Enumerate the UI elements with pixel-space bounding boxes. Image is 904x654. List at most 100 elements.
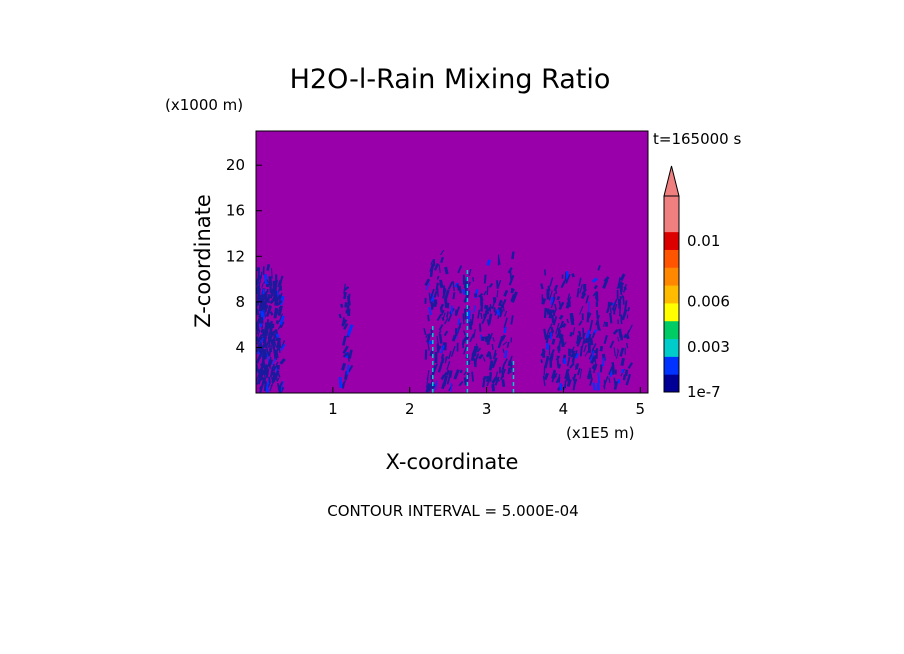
rain-streak xyxy=(435,282,439,291)
rain-streak xyxy=(258,370,265,378)
rain-streak xyxy=(425,283,430,291)
rain-streak xyxy=(425,334,429,338)
rain-streak xyxy=(478,323,482,332)
rain-streak xyxy=(268,364,272,369)
rain-streak xyxy=(583,344,587,353)
rain-streak xyxy=(477,292,484,298)
rain-streak xyxy=(428,292,431,304)
rain-streak xyxy=(603,321,606,328)
rain-streak xyxy=(597,265,601,271)
rain-streak xyxy=(266,264,271,271)
rain-streak xyxy=(278,313,283,323)
rain-streak xyxy=(343,283,346,294)
rain-streak xyxy=(561,323,567,328)
rain-streak xyxy=(453,369,460,380)
rain-streak xyxy=(572,327,576,336)
rain-streak xyxy=(550,326,555,333)
rain-streak xyxy=(602,279,609,289)
rain-streak xyxy=(581,288,587,296)
rain-streak xyxy=(272,329,277,336)
rain-streak xyxy=(273,307,278,319)
rain-streak xyxy=(265,346,269,356)
rain-streak xyxy=(438,329,442,335)
rain-streak xyxy=(456,283,460,291)
rain-streak xyxy=(488,371,492,382)
rain-streak xyxy=(271,268,273,279)
rain-streak xyxy=(258,294,263,303)
rain-streak xyxy=(617,277,621,289)
rain-streak xyxy=(611,298,618,311)
rain-streak xyxy=(485,375,490,383)
rain-streak xyxy=(436,275,440,280)
rain-streak xyxy=(267,338,271,348)
rain-streak xyxy=(578,277,582,287)
rain-streak xyxy=(566,296,572,305)
y-tick-label: 12 xyxy=(226,247,245,265)
plot-frame xyxy=(255,130,649,394)
rain-streak xyxy=(462,289,466,295)
rain-streak xyxy=(429,265,434,278)
rain-streak xyxy=(627,306,631,312)
rain-streak xyxy=(546,308,551,315)
rain-streak xyxy=(599,345,604,352)
colorbar-segment xyxy=(664,374,679,393)
rain-streak xyxy=(459,369,463,374)
rain-streak xyxy=(565,274,571,284)
rain-streak xyxy=(492,349,497,360)
rain-streak xyxy=(477,309,481,319)
rain-streak xyxy=(428,307,432,316)
rain-streak xyxy=(579,284,583,294)
rain-streak xyxy=(496,309,501,316)
rain-streak xyxy=(260,310,264,318)
rain-streak xyxy=(340,303,344,308)
rain-streak xyxy=(256,266,259,272)
rain-streak xyxy=(541,298,547,305)
rain-streak xyxy=(487,333,492,340)
rain-streak xyxy=(603,335,608,344)
rain-streak xyxy=(258,334,263,340)
rain-streak xyxy=(488,282,494,288)
rain-streak xyxy=(443,289,450,302)
rain-streak xyxy=(483,336,488,342)
rain-streak xyxy=(440,309,445,316)
rain-streak xyxy=(556,347,560,354)
rain-streak xyxy=(434,380,438,387)
rain-streak xyxy=(553,284,559,292)
rain-streak xyxy=(272,345,276,352)
rain-streak xyxy=(625,373,632,386)
x-axis-label: X-coordinate xyxy=(386,450,519,474)
rain-streak xyxy=(343,323,349,330)
rain-streak xyxy=(491,378,496,388)
rain-streak xyxy=(440,357,445,364)
rain-streak xyxy=(446,369,450,376)
rain-streak xyxy=(269,311,274,316)
rain-streak xyxy=(264,322,271,334)
rain-streak xyxy=(277,321,280,325)
rain-streak xyxy=(463,344,468,355)
rain-streak xyxy=(497,339,503,349)
rain-streak xyxy=(265,305,273,317)
rain-streak xyxy=(262,352,268,359)
rain-streak xyxy=(472,346,479,357)
rain-streak xyxy=(277,372,281,378)
rain-streak xyxy=(582,332,586,340)
rain-streak xyxy=(584,350,589,357)
rain-streak xyxy=(423,328,427,336)
colorbar-tick-label: 0.01 xyxy=(687,232,720,250)
rain-streak xyxy=(469,319,473,327)
rain-streak xyxy=(580,292,587,300)
rain-streak xyxy=(269,366,274,378)
rain-streak xyxy=(439,279,444,288)
rain-streak xyxy=(503,289,509,297)
y-tick-label: 20 xyxy=(226,156,245,174)
rain-streak xyxy=(554,303,558,311)
rain-streak xyxy=(263,377,267,386)
rain-streak xyxy=(488,360,494,371)
rain-streak xyxy=(426,333,432,343)
rain-streak xyxy=(552,316,558,326)
rain-streak xyxy=(543,365,546,376)
rain-streak xyxy=(346,324,354,337)
rain-streak xyxy=(503,326,507,334)
rain-streak xyxy=(430,374,433,380)
rain-streak xyxy=(261,368,267,378)
